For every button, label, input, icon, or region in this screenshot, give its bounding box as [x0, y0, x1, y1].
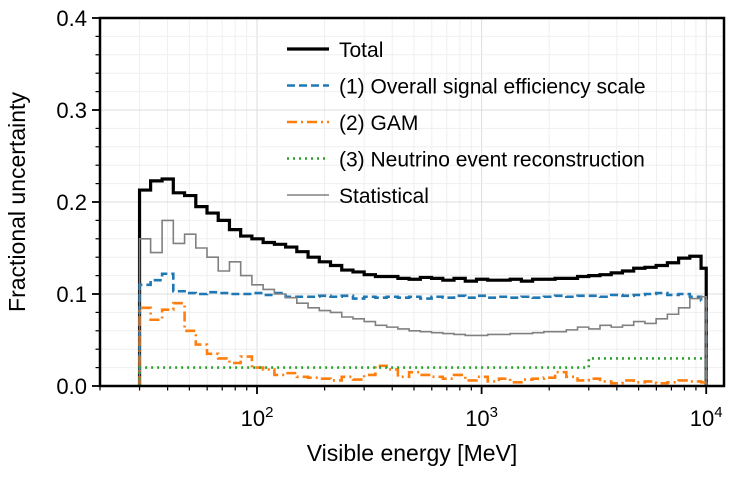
grid — [99, 18, 724, 387]
y-tick-label: 0.3 — [56, 98, 87, 123]
legend-label-1: Total — [339, 39, 383, 62]
x-axis-label: Visible energy [MeV] — [307, 440, 518, 466]
series-line-4 — [138, 357, 708, 386]
legend-label-2: (1) Overall signal efficiency scale — [339, 76, 646, 99]
series-line-1 — [137, 177, 708, 386]
x-tick-label: 103 — [465, 404, 498, 431]
series-line-2 — [138, 272, 708, 386]
x-tick-label: 104 — [690, 404, 723, 431]
axis-ticks: 102 103 104 0.0 0.1 0.2 0.3 0.4 — [56, 6, 722, 431]
legend-label-4: (3) Neutrino event reconstruction — [339, 149, 645, 172]
y-tick-label: 0.1 — [56, 282, 87, 307]
legend-label-5: Statistical — [339, 185, 429, 208]
series-group — [137, 177, 708, 386]
series-line-3 — [138, 301, 708, 386]
legend-label-3: (2) GAM — [339, 112, 418, 135]
x-tick-label: 102 — [241, 404, 274, 431]
y-tick-label: 0.4 — [56, 6, 87, 31]
y-tick-label: 0.2 — [56, 190, 87, 215]
legend: Total (1) Overall signal efficiency scale… — [287, 39, 646, 208]
y-tick-label: 0.0 — [56, 374, 87, 399]
series-line-5 — [138, 219, 708, 386]
y-axis-label: Fractional uncertainty — [4, 92, 30, 312]
